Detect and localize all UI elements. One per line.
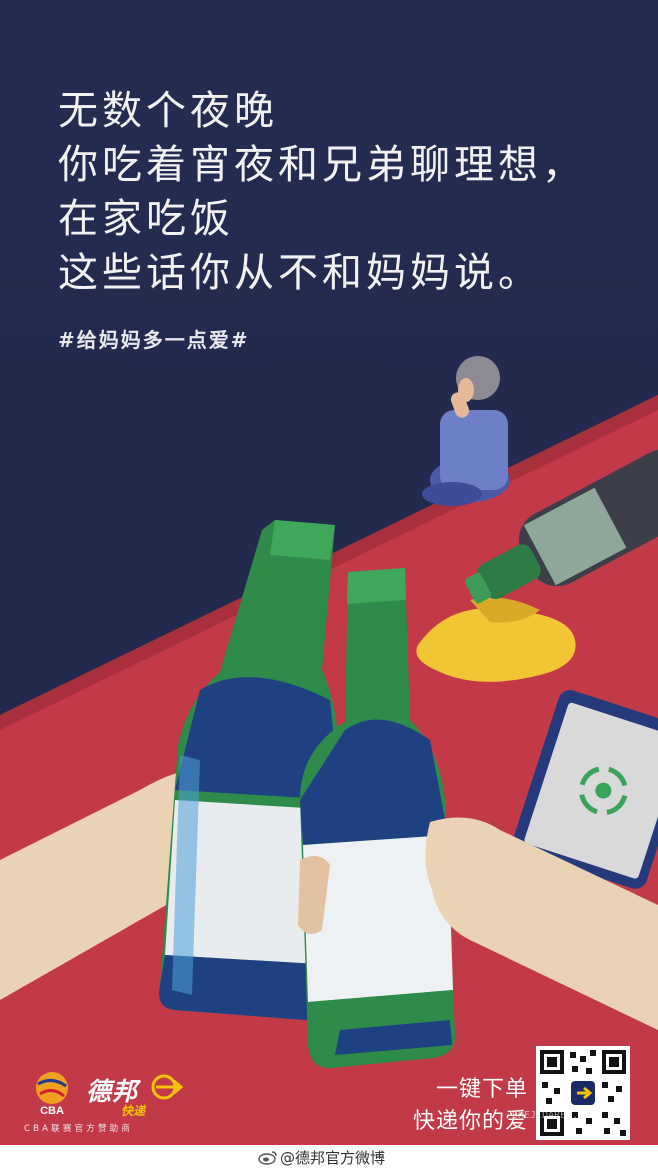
cba-logo-text: CBA [40, 1105, 64, 1117]
headline-line-2: 你吃着宵夜和兄弟聊理想， [58, 142, 586, 188]
spilled-bottle [416, 449, 658, 682]
headline-line-3: 在家吃饭 [58, 196, 234, 242]
poster: 无数个夜晚 你吃着宵夜和兄弟聊理想， 在家吃饭 这些话你从不和妈妈说。 #给妈妈… [0, 0, 658, 1145]
brand-name[interactable]: 德邦 [86, 1077, 139, 1106]
weibo-icon [258, 1151, 277, 1165]
headline-line-4: 这些话你从不和妈妈说。 [58, 250, 542, 296]
headline-line-1: 无数个夜晚 [58, 88, 278, 134]
right-hand [298, 817, 658, 1030]
watermark: SHEJIDAREN.COM [512, 1110, 597, 1121]
phone-call-icon [578, 766, 628, 816]
slogan-line-2: 快递你的爱 [412, 1109, 528, 1134]
brand-sub: 快递 [121, 1104, 146, 1118]
headline: 无数个夜晚 你吃着宵夜和兄弟聊理想， 在家吃饭 这些话你从不和妈妈说。 [58, 84, 586, 300]
sponsor-text: CBA联赛官方赞助商 [24, 1124, 134, 1134]
caption[interactable]: @德邦官方微博 [280, 1149, 386, 1167]
mother-figure [422, 356, 510, 506]
hashtag[interactable]: #给妈妈多一点爱# [58, 328, 250, 352]
qr-code[interactable] [536, 1046, 630, 1140]
brand-arrow-icon [151, 1074, 184, 1100]
illustration [0, 0, 658, 1145]
bottle-right [300, 568, 456, 1068]
slogan: 一键下单 快递你的爱 [413, 1074, 528, 1138]
slogan-line-1: 一键下单 [435, 1077, 528, 1102]
cba-logo: CBA [36, 1072, 68, 1117]
phone [513, 690, 658, 889]
qr-code-pattern [536, 1046, 630, 1140]
bottle-left [159, 520, 340, 1020]
caption-bar: @德邦官方微博 [0, 1145, 658, 1169]
